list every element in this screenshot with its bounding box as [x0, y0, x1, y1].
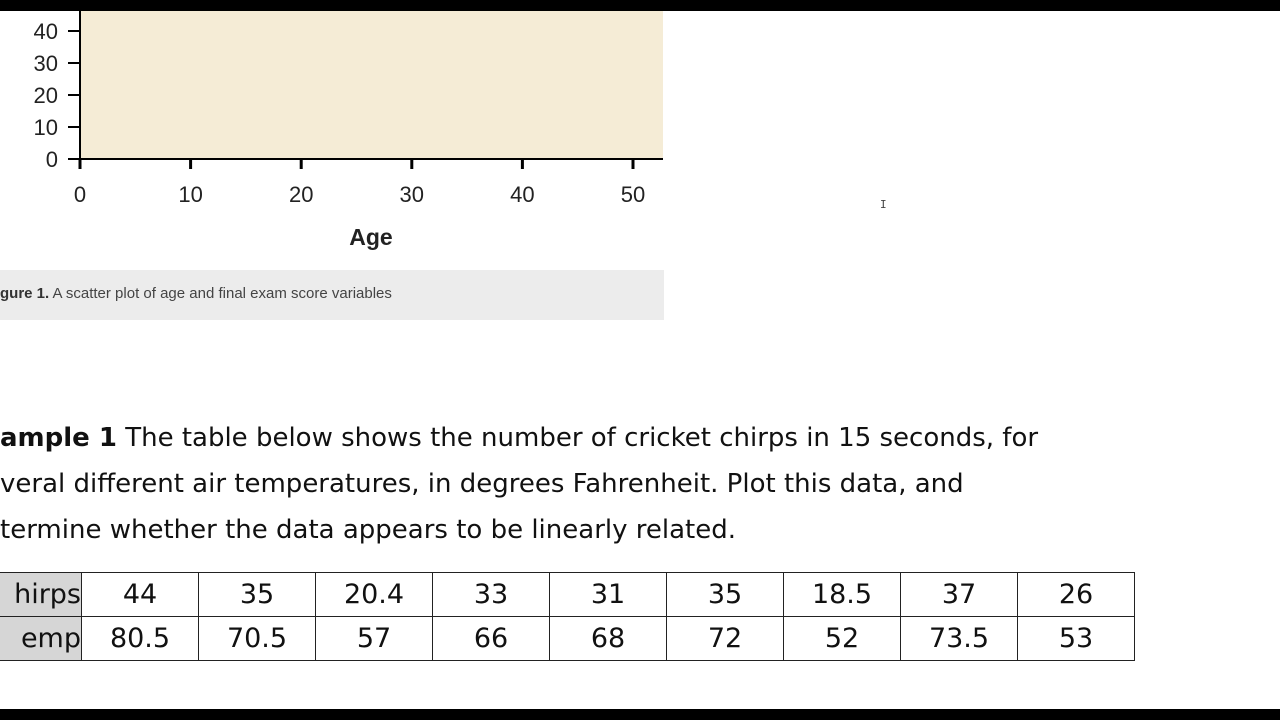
scatter-chart: 0 10 20 30 40 0 10 20 30 40 50 Age [34, 11, 663, 250]
caption-label: gure 1. [0, 285, 50, 302]
example-line-1: ample 1 The table below shows the number… [0, 415, 1180, 461]
row-header: emp [0, 616, 82, 661]
x-tick-label: 40 [510, 182, 534, 207]
caption-text: A scatter plot of age and final exam sco… [49, 285, 392, 302]
table-cell: 73.5 [900, 616, 1018, 661]
table-cell: 26 [1017, 572, 1135, 617]
example-line-2: veral different air temperatures, in deg… [0, 469, 964, 499]
x-tick-label: 10 [178, 182, 202, 207]
example-line-3: termine whether the data appears to be l… [0, 515, 736, 545]
table-cell: 70.5 [198, 616, 316, 661]
y-axis-ticks: 0 10 20 30 40 [34, 19, 80, 172]
table-cell: 35 [666, 572, 784, 617]
table-cell: 53 [1017, 616, 1135, 661]
y-tick-label: 20 [34, 83, 58, 108]
y-tick-label: 10 [34, 115, 58, 140]
table-cell: 35 [198, 572, 316, 617]
row-header: hirps [0, 572, 82, 617]
plot-area [80, 11, 663, 159]
table-cell: 37 [900, 572, 1018, 617]
x-axis-ticks: 0 10 20 30 40 50 [74, 159, 645, 207]
text-cursor-icon: I [880, 198, 887, 211]
table-row: hirps 44 35 20.4 33 31 35 18.5 37 26 [0, 572, 1135, 617]
x-axis-label: Age [349, 224, 392, 250]
chirps-temp-table: hirps 44 35 20.4 33 31 35 18.5 37 26 emp 80.5 70.5 57… [0, 572, 1135, 661]
table-cell: 18.5 [783, 572, 901, 617]
y-tick-label: 30 [34, 51, 58, 76]
table-cell: 31 [549, 572, 667, 617]
x-tick-label: 50 [621, 182, 645, 207]
y-tick-label: 40 [34, 19, 58, 44]
x-tick-label: 0 [74, 182, 86, 207]
table-cell: 72 [666, 616, 784, 661]
table-row: emp 80.5 70.5 57 66 68 72 52 73.5 53 [0, 616, 1135, 661]
table-cell: 44 [81, 572, 199, 617]
x-tick-label: 30 [400, 182, 424, 207]
x-tick-label: 20 [289, 182, 313, 207]
table-cell: 57 [315, 616, 433, 661]
table-cell: 33 [432, 572, 550, 617]
figure-caption-band [0, 270, 664, 320]
table-cell: 80.5 [81, 616, 199, 661]
slide: 0 10 20 30 40 0 10 20 30 40 50 Age gure 1. A scat… [0, 11, 1280, 709]
table-cell: 68 [549, 616, 667, 661]
example-label: ample 1 [0, 423, 117, 453]
figure-caption: gure 1. A scatter plot of age and final … [0, 285, 660, 302]
table-cell: 66 [432, 616, 550, 661]
y-tick-label: 0 [46, 147, 58, 172]
example-paragraph: ample 1 The table below shows the number… [0, 415, 1180, 553]
table-cell: 20.4 [315, 572, 433, 617]
example-line-1-text: The table below shows the number of cric… [116, 423, 1039, 453]
table-cell: 52 [783, 616, 901, 661]
